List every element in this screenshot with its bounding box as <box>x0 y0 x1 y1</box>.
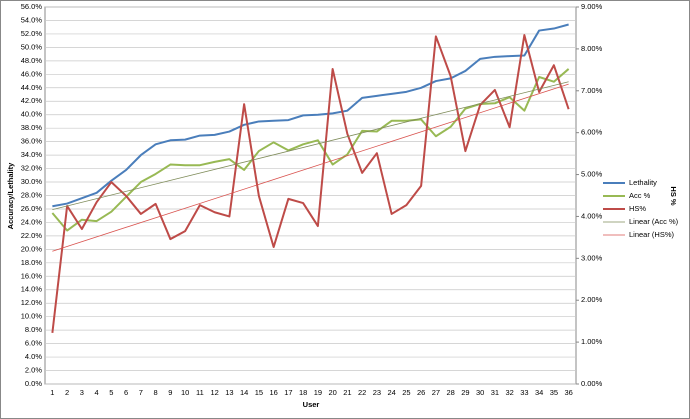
x-tick-label: 1 <box>50 388 54 397</box>
x-tick-label: 16 <box>269 388 277 397</box>
y-tick-label: 22.0% <box>21 231 43 240</box>
y-tick-label: 40.0% <box>21 110 43 119</box>
x-tick-label: 13 <box>225 388 233 397</box>
y-tick-label: 12.0% <box>21 298 43 307</box>
y-tick-label: 0.0% <box>25 379 42 388</box>
x-tick-label: 24 <box>387 388 395 397</box>
x-tick-label: 21 <box>343 388 351 397</box>
y2-tick-label: 7.00% <box>581 86 603 95</box>
y2-tick-label: 2.00% <box>581 295 603 304</box>
x-tick-label: 11 <box>196 388 204 397</box>
y2-tick-label: 9.00% <box>581 2 603 11</box>
y-tick-label: 14.0% <box>21 285 43 294</box>
legend-label: Linear (Acc %) <box>629 217 679 226</box>
y-tick-label: 38.0% <box>21 123 43 132</box>
y2-tick-label: 8.00% <box>581 44 603 53</box>
y2-axis-label: HS % <box>669 186 678 206</box>
x-tick-label: 26 <box>417 388 425 397</box>
x-tick-label: 34 <box>535 388 543 397</box>
y-tick-label: 36.0% <box>21 137 43 146</box>
legend-label: Linear (HS%) <box>629 230 675 239</box>
x-tick-label: 10 <box>181 388 189 397</box>
y-tick-label: 4.0% <box>25 352 42 361</box>
y-tick-label: 42.0% <box>21 96 43 105</box>
y-tick-label: 32.0% <box>21 164 43 173</box>
y-tick-label: 2.0% <box>25 366 42 375</box>
y-tick-label: 8.0% <box>25 325 42 334</box>
y-tick-label: 24.0% <box>21 217 43 226</box>
y-tick-label: 10.0% <box>21 312 43 321</box>
y2-tick-label: 0.00% <box>581 379 603 388</box>
x-tick-label: 35 <box>550 388 558 397</box>
x-tick-label: 27 <box>432 388 440 397</box>
y-tick-label: 18.0% <box>21 258 43 267</box>
x-tick-label: 7 <box>139 388 143 397</box>
y-tick-label: 20.0% <box>21 244 43 253</box>
x-tick-label: 4 <box>95 388 99 397</box>
x-tick-label: 15 <box>255 388 263 397</box>
y-tick-label: 34.0% <box>21 150 43 159</box>
x-tick-label: 23 <box>373 388 381 397</box>
x-tick-label: 8 <box>154 388 158 397</box>
y-tick-label: 44.0% <box>21 83 43 92</box>
y2-tick-label: 6.00% <box>581 128 603 137</box>
x-tick-label: 28 <box>446 388 454 397</box>
series-line <box>52 23 569 208</box>
y-tick-label: 54.0% <box>21 15 43 24</box>
x-tick-label: 30 <box>476 388 484 397</box>
legend-label: HS% <box>629 204 646 213</box>
x-tick-label: 36 <box>564 388 572 397</box>
x-tick-label: 6 <box>124 388 128 397</box>
y2-tick-label: 3.00% <box>581 253 603 262</box>
x-tick-label: 2 <box>65 388 69 397</box>
y-tick-label: 48.0% <box>21 56 43 65</box>
x-tick-label: 12 <box>210 388 218 397</box>
trend-line <box>52 81 569 211</box>
y-tick-label: 56.0% <box>21 2 43 11</box>
y-tick-label: 30.0% <box>21 177 43 186</box>
y-tick-label: 50.0% <box>21 42 43 51</box>
y-tick-label: 46.0% <box>21 69 43 78</box>
y-tick-label: 16.0% <box>21 271 43 280</box>
x-tick-label: 33 <box>520 388 528 397</box>
y2-tick-label: 5.00% <box>581 170 603 179</box>
y2-tick-label: 1.00% <box>581 337 603 346</box>
x-tick-label: 17 <box>284 388 292 397</box>
x-tick-label: 22 <box>358 388 366 397</box>
y2-tick-label: 4.00% <box>581 211 603 220</box>
x-tick-label: 3 <box>80 388 84 397</box>
x-tick-label: 18 <box>299 388 307 397</box>
x-tick-label: 32 <box>505 388 513 397</box>
x-tick-label: 29 <box>461 388 469 397</box>
x-axis-label: User <box>303 400 320 409</box>
x-tick-label: 25 <box>402 388 410 397</box>
y-tick-label: 28.0% <box>21 190 43 199</box>
y-tick-label: 6.0% <box>25 339 42 348</box>
x-tick-label: 5 <box>109 388 113 397</box>
y-tick-label: 26.0% <box>21 204 43 213</box>
legend-label: Acc % <box>629 191 651 200</box>
x-tick-label: 20 <box>328 388 336 397</box>
trend-line <box>52 83 569 252</box>
y-axis-label: Accuracy/Lethality <box>6 162 15 230</box>
x-tick-label: 9 <box>168 388 172 397</box>
x-tick-label: 19 <box>314 388 322 397</box>
x-tick-label: 31 <box>491 388 499 397</box>
series-line <box>51 34 570 334</box>
x-tick-label: 14 <box>240 388 248 397</box>
y-tick-label: 52.0% <box>21 29 43 38</box>
legend-label: Lethality <box>629 178 657 187</box>
